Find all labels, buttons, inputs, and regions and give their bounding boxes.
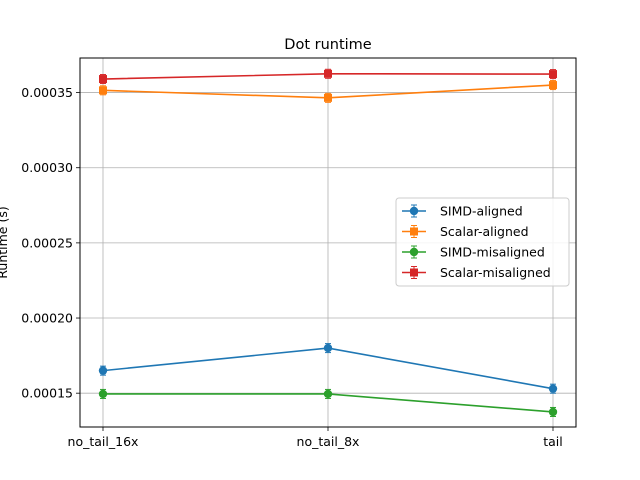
chart-title: Dot runtime bbox=[284, 37, 372, 53]
legend-box bbox=[395, 197, 570, 287]
legend-marker bbox=[409, 247, 419, 257]
legend-item: SIMD-aligned bbox=[402, 204, 523, 219]
legend-item: Scalar-aligned bbox=[402, 224, 529, 239]
data-point bbox=[98, 366, 108, 375]
data-point bbox=[548, 384, 558, 393]
data-point bbox=[99, 75, 107, 84]
x-axis-ticks: no_tail_16x no_tail_8x tail bbox=[68, 427, 563, 449]
y-tick-label: 0.00025 bbox=[21, 235, 73, 250]
series-markers bbox=[98, 68, 558, 417]
legend-label: SIMD-misaligned bbox=[440, 245, 545, 260]
x-tick-label: no_tail_16x bbox=[68, 434, 139, 449]
data-point bbox=[323, 389, 333, 399]
legend-label: Scalar-misaligned bbox=[440, 265, 551, 280]
data-point bbox=[324, 69, 332, 78]
data-point bbox=[324, 93, 332, 102]
y-axis-label: Runtime (s) bbox=[0, 206, 10, 278]
x-tick-label: tail bbox=[543, 434, 563, 449]
data-point bbox=[323, 343, 333, 353]
data-point bbox=[549, 81, 557, 90]
y-tick-label: 0.00020 bbox=[21, 311, 73, 326]
y-tick-label: 0.00015 bbox=[21, 386, 73, 401]
legend-marker bbox=[410, 268, 418, 277]
x-tick-label: no_tail_8x bbox=[297, 434, 360, 449]
legend-label: SIMD-aligned bbox=[440, 204, 523, 219]
y-tick-label: 0.00035 bbox=[21, 85, 73, 100]
data-point bbox=[98, 389, 108, 399]
data-point bbox=[549, 70, 557, 79]
legend: SIMD-aligned Scalar-aligned SIMD-misaligne… bbox=[395, 197, 570, 287]
legend-label: Scalar-aligned bbox=[440, 224, 529, 239]
legend-marker bbox=[410, 227, 418, 236]
data-point bbox=[548, 407, 558, 417]
y-tick-label: 0.00030 bbox=[21, 160, 73, 175]
legend-item: SIMD-misaligned bbox=[402, 245, 545, 260]
data-point bbox=[99, 86, 107, 95]
legend-marker bbox=[409, 206, 419, 216]
legend-item: Scalar-misaligned bbox=[402, 265, 551, 280]
y-axis-ticks: 0.00015 0.00020 0.00025 0.00030 0.00035 bbox=[21, 85, 80, 401]
